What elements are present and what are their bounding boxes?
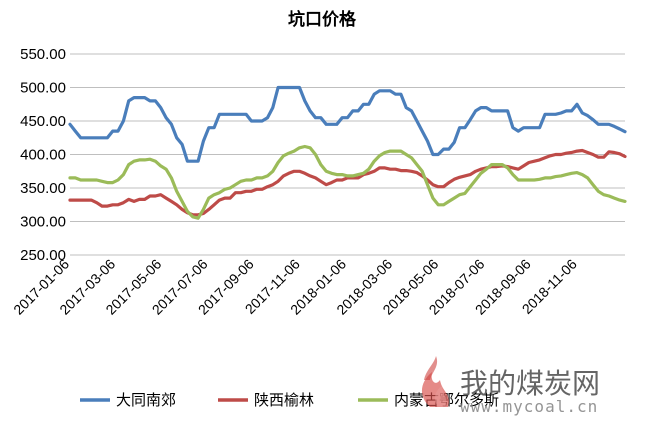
series-line-2 (68, 144, 627, 220)
y-tick-label: 350.00 (20, 180, 66, 197)
chart-title: 坑口价格 (288, 9, 357, 30)
y-tick-label: 500.00 (20, 80, 66, 97)
flame-logo-icon (421, 356, 449, 407)
gridlines (70, 53, 625, 256)
y-axis-tick-labels: 250.00 300.00 350.00 400.00 450.00 500.00 550.… (20, 46, 66, 264)
y-tick-label: 300.00 (20, 214, 66, 231)
watermark-url: www.mycoal.cn (460, 397, 598, 416)
series-lines (68, 85, 627, 220)
y-tick-label: 550.00 (20, 46, 66, 63)
y-tick-label: 450.00 (20, 113, 66, 130)
series-line-1 (68, 148, 627, 217)
watermark-name: 我的煤炭网 (460, 367, 600, 400)
y-tick-label: 400.00 (20, 147, 66, 164)
legend-label: 大同南郊 (116, 391, 176, 409)
y-tick-label: 250.00 (20, 247, 66, 264)
watermark: 我的煤炭网 www.mycoal.cn (421, 356, 600, 416)
series-line-0 (68, 85, 627, 163)
x-axis-tick-labels: 2017-01-062017-03-062017-05-062017-07-06… (10, 256, 580, 318)
legend-label: 陕西榆林 (254, 391, 314, 409)
